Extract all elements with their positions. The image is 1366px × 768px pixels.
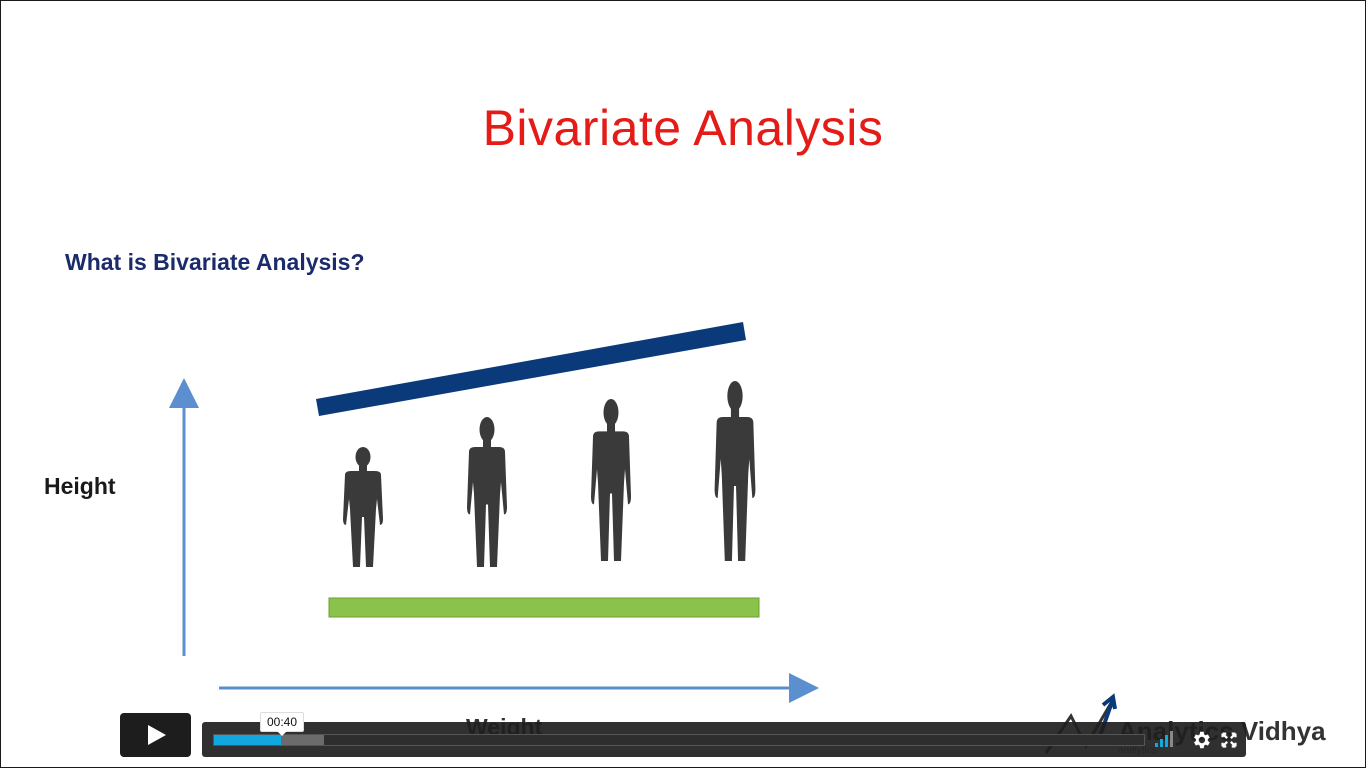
base-bar (328, 597, 760, 618)
person-figure-2 (467, 417, 507, 567)
trend-bar (316, 322, 746, 416)
volume-bar (1170, 731, 1173, 747)
progress-bar[interactable] (213, 734, 1145, 746)
volume-bar (1155, 743, 1158, 747)
person-figure-4 (714, 381, 756, 561)
slide-question: What is Bivariate Analysis? (65, 249, 365, 275)
fullscreen-icon[interactable] (1218, 729, 1240, 751)
person-figure-1 (343, 447, 383, 567)
progress-played (214, 735, 281, 745)
person-figure-3 (591, 399, 631, 561)
volume-bar (1160, 739, 1163, 747)
gear-icon[interactable] (1190, 729, 1212, 751)
play-button[interactable] (120, 713, 191, 757)
y-axis-label: Height (44, 473, 116, 499)
play-icon (148, 725, 166, 745)
volume-bar (1165, 735, 1168, 747)
slide-title: Bivariate Analysis (482, 100, 884, 156)
volume-control[interactable] (1155, 731, 1181, 747)
hover-time-tooltip: 00:40 (260, 712, 304, 736)
player-control-bar (202, 722, 1246, 757)
